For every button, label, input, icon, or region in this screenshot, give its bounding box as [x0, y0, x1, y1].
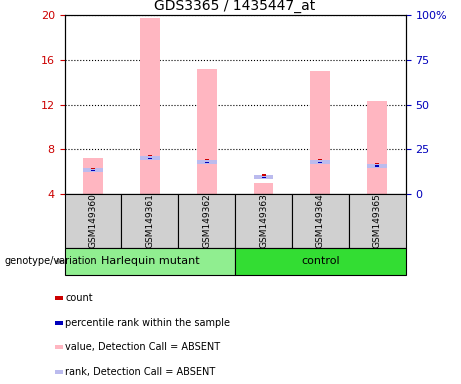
- Bar: [148, 158, 152, 159]
- Bar: [310, 71, 331, 194]
- Text: count: count: [65, 293, 93, 303]
- Bar: [55, 345, 64, 349]
- Bar: [349, 194, 406, 248]
- Bar: [367, 101, 387, 194]
- Text: control: control: [301, 256, 340, 266]
- Bar: [319, 159, 322, 161]
- Bar: [292, 194, 349, 248]
- Bar: [319, 162, 322, 163]
- Text: GSM149364: GSM149364: [316, 194, 325, 248]
- Text: value, Detection Call = ABSENT: value, Detection Call = ABSENT: [65, 342, 220, 352]
- Bar: [65, 248, 235, 275]
- Bar: [375, 163, 379, 164]
- Text: Harlequin mutant: Harlequin mutant: [100, 256, 199, 266]
- Bar: [261, 174, 266, 175]
- Bar: [254, 175, 273, 179]
- Text: GSM149365: GSM149365: [373, 194, 382, 248]
- Bar: [91, 168, 95, 169]
- Bar: [83, 158, 103, 194]
- Text: GSM149362: GSM149362: [202, 194, 211, 248]
- Text: GSM149360: GSM149360: [89, 194, 97, 248]
- Bar: [55, 370, 64, 374]
- Bar: [121, 194, 178, 248]
- Text: percentile rank within the sample: percentile rank within the sample: [65, 318, 230, 328]
- Bar: [91, 170, 95, 171]
- Text: GSM149361: GSM149361: [145, 194, 154, 248]
- Bar: [235, 248, 406, 275]
- Bar: [148, 155, 152, 156]
- Bar: [235, 194, 292, 248]
- Bar: [55, 321, 64, 325]
- Bar: [197, 69, 217, 194]
- Bar: [254, 183, 273, 194]
- Bar: [205, 159, 209, 161]
- Bar: [140, 18, 160, 194]
- Text: GSM149363: GSM149363: [259, 194, 268, 248]
- Bar: [140, 156, 160, 160]
- Text: genotype/variation: genotype/variation: [5, 256, 97, 266]
- Text: rank, Detection Call = ABSENT: rank, Detection Call = ABSENT: [65, 367, 215, 377]
- Bar: [83, 169, 103, 172]
- Bar: [197, 159, 217, 164]
- Bar: [55, 296, 64, 300]
- Bar: [310, 159, 331, 164]
- Bar: [261, 177, 266, 178]
- Bar: [367, 164, 387, 168]
- Bar: [65, 194, 121, 248]
- Bar: [178, 194, 235, 248]
- Bar: [375, 166, 379, 167]
- Bar: [205, 162, 209, 163]
- Title: GDS3365 / 1435447_at: GDS3365 / 1435447_at: [154, 0, 316, 13]
